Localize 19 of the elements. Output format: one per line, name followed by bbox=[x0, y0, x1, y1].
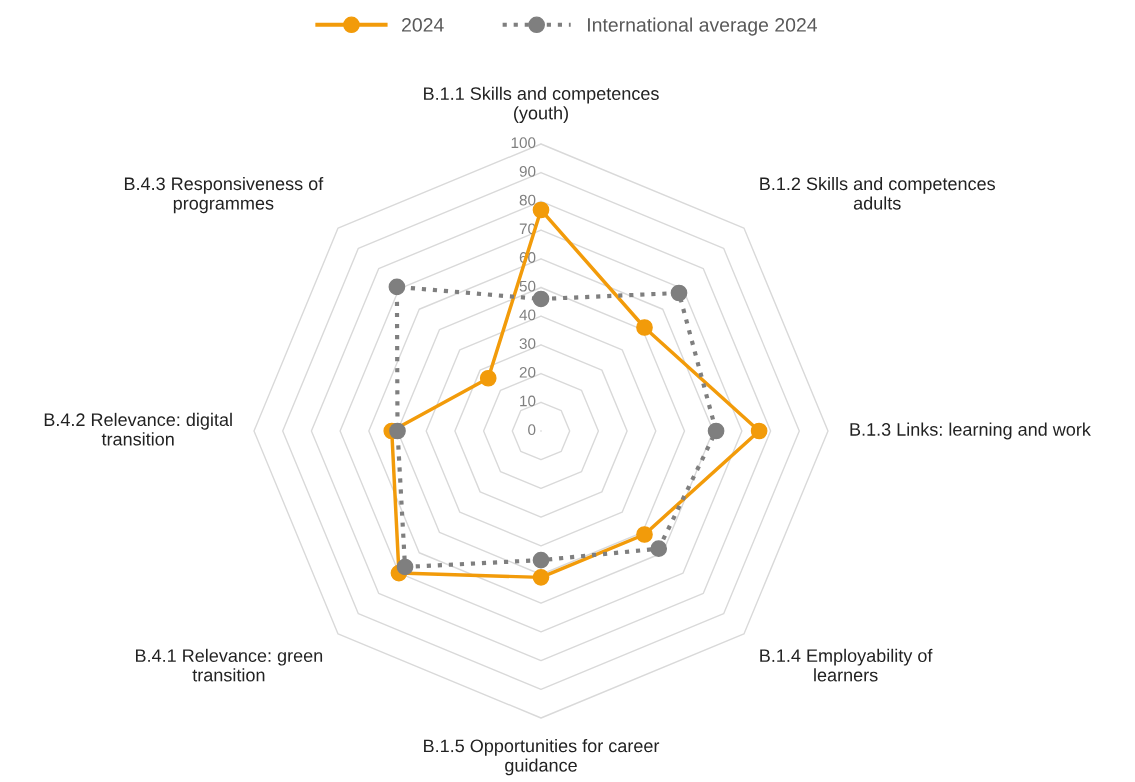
y-tick-label: 30 bbox=[519, 338, 536, 349]
y-tick-label: 10 bbox=[520, 395, 536, 407]
y-tick-label: 0 bbox=[528, 424, 536, 436]
y-tick-label: 100 bbox=[511, 137, 536, 149]
spoke-label: B.4.2 Relevance: digital transition bbox=[44, 412, 232, 446]
spoke-label: B.1.5 Opportunities for career guidance bbox=[424, 739, 660, 776]
spoke-label: B.1.3 Links: learning and work bbox=[850, 422, 1091, 440]
y-tick-label: 50 bbox=[519, 280, 536, 292]
spoke-label: B.1.1 Skills and competences (youth) bbox=[424, 86, 659, 123]
y-tick-label: 40 bbox=[519, 309, 536, 321]
spoke-label: B.1.4 Employability of learners bbox=[760, 648, 933, 682]
spoke-label: B.4.1 Relevance: green transition bbox=[136, 648, 323, 682]
legend-label: 2024 bbox=[402, 18, 444, 32]
spoke-label: B.4.3 Responsiveness of programmes bbox=[124, 176, 324, 214]
y-tick-label: 90 bbox=[519, 165, 536, 177]
y-tick-label: 20 bbox=[519, 366, 536, 378]
legend-label: International average 2024 bbox=[588, 17, 818, 36]
y-tick-label: 80 bbox=[519, 194, 536, 206]
spoke-label: B.1.2 Skills and competences adults bbox=[760, 176, 995, 210]
